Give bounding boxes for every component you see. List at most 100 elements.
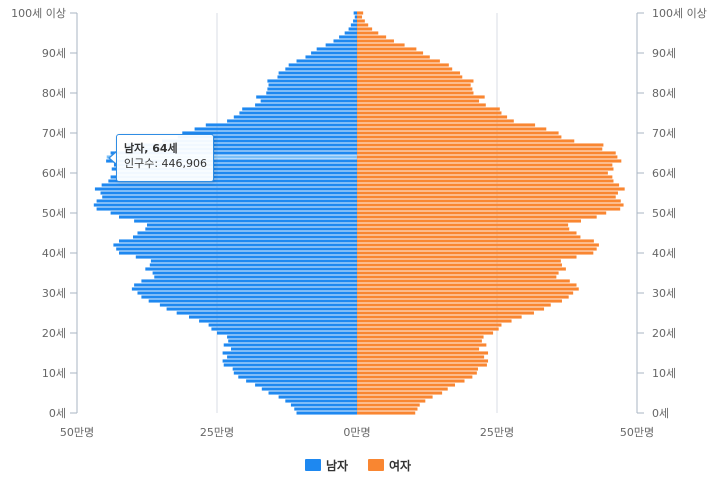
bar-female-age-8[interactable] (357, 379, 465, 383)
bar-male-age-92[interactable] (325, 43, 357, 47)
bar-female-age-97[interactable] (357, 23, 369, 27)
bar-male-age-55[interactable] (100, 191, 358, 195)
bar-female-age-72[interactable] (357, 123, 536, 127)
bar-male-age-38[interactable] (150, 259, 357, 263)
bar-male-age-59[interactable] (110, 175, 357, 179)
bar-male-age-26[interactable] (166, 307, 357, 311)
bar-male-age-75[interactable] (239, 111, 357, 115)
bar-male-age-10[interactable] (233, 371, 357, 375)
bar-male-age-66[interactable] (126, 147, 357, 151)
bar-female-age-73[interactable] (357, 119, 514, 123)
bar-male-age-96[interactable] (348, 27, 357, 31)
bar-female-age-36[interactable] (357, 267, 566, 271)
bar-female-age-63[interactable] (357, 159, 622, 163)
bar-female-age-22[interactable] (357, 323, 502, 327)
bar-male-age-42[interactable] (113, 243, 358, 247)
bar-female-age-33[interactable] (357, 279, 570, 283)
bar-male-age-48[interactable] (134, 219, 357, 223)
bar-female-age-6[interactable] (357, 387, 448, 391)
bar-male-age-65[interactable] (110, 151, 357, 155)
bar-female-age-85[interactable] (357, 71, 461, 75)
bar-male-age-35[interactable] (152, 271, 357, 275)
bar-female-age-38[interactable] (357, 259, 561, 263)
bar-male-age-88[interactable] (296, 59, 357, 63)
bar-female-age-94[interactable] (357, 35, 387, 39)
bar-male-age-16[interactable] (231, 347, 357, 351)
bar-male-age-20[interactable] (217, 331, 357, 335)
bar-male-age-52[interactable] (93, 203, 358, 207)
bar-male-age-39[interactable] (135, 255, 357, 259)
bar-male-age-85[interactable] (278, 71, 357, 75)
bar-female-age-35[interactable] (357, 271, 559, 275)
bar-female-age-86[interactable] (357, 67, 453, 71)
bar-female-age-15[interactable] (357, 351, 489, 355)
bar-male-age-0[interactable] (296, 411, 357, 415)
bar-female-age-14[interactable] (357, 355, 485, 359)
bar-female-age-92[interactable] (357, 43, 405, 47)
bar-female-age-48[interactable] (357, 219, 581, 223)
bar-male-age-50[interactable] (110, 211, 357, 215)
bar-male-age-61[interactable] (111, 167, 357, 171)
bar-female-age-50[interactable] (357, 211, 607, 215)
bar-male-age-67[interactable] (127, 143, 358, 147)
bar-male-age-30[interactable] (137, 291, 357, 295)
bar-female-age-65[interactable] (357, 151, 616, 155)
bar-female-age-24[interactable] (357, 315, 522, 319)
bar-female-age-55[interactable] (357, 191, 618, 195)
bar-male-age-21[interactable] (211, 327, 357, 331)
bar-female-age-19[interactable] (357, 335, 484, 339)
bar-male-age-51[interactable] (96, 207, 357, 211)
bar-female-age-13[interactable] (357, 359, 489, 363)
bar-male-age-46[interactable] (145, 227, 357, 231)
bar-female-age-59[interactable] (357, 175, 613, 179)
bar-male-age-32[interactable] (134, 283, 357, 287)
bar-female-age-81[interactable] (357, 87, 473, 91)
bar-female-age-43[interactable] (357, 239, 594, 243)
bar-male-age-41[interactable] (116, 247, 357, 251)
bar-male-age-63[interactable] (106, 159, 358, 163)
bar-male-age-56[interactable] (94, 187, 358, 191)
bar-male-age-94[interactable] (339, 35, 357, 39)
bar-female-age-44[interactable] (357, 235, 581, 239)
bar-male-age-34[interactable] (154, 275, 357, 279)
bar-female-age-80[interactable] (357, 91, 474, 95)
bar-male-age-77[interactable] (255, 103, 357, 107)
bar-female-age-34[interactable] (357, 275, 557, 279)
bar-female-age-4[interactable] (357, 395, 433, 399)
bar-female-age-7[interactable] (357, 383, 455, 387)
bar-male-age-36[interactable] (145, 267, 357, 271)
bar-female-age-11[interactable] (357, 367, 478, 371)
bar-female-age-3[interactable] (357, 399, 426, 403)
bar-female-age-83[interactable] (357, 79, 474, 83)
bar-male-age-3[interactable] (285, 399, 357, 403)
bar-female-age-95[interactable] (357, 31, 379, 35)
bar-male-age-23[interactable] (199, 319, 357, 323)
bar-male-age-22[interactable] (208, 323, 357, 327)
bar-female-age-66[interactable] (357, 147, 603, 151)
bar-female-age-89[interactable] (357, 55, 430, 59)
bar-female-age-90[interactable] (357, 51, 424, 55)
bar-female-age-16[interactable] (357, 347, 480, 351)
bar-male-age-89[interactable] (305, 55, 357, 59)
bar-male-age-7[interactable] (255, 383, 357, 387)
bar-female-age-20[interactable] (357, 331, 494, 335)
bar-female-age-53[interactable] (357, 199, 621, 203)
bar-female-age-88[interactable] (357, 59, 440, 63)
bar-male-age-76[interactable] (242, 107, 357, 111)
bar-female-age-74[interactable] (357, 115, 508, 119)
bar-female-age-49[interactable] (357, 215, 597, 219)
bar-male-age-72[interactable] (205, 123, 357, 127)
bar-male-age-14[interactable] (227, 355, 357, 359)
bar-male-age-45[interactable] (137, 231, 357, 235)
bar-male-age-74[interactable] (233, 115, 357, 119)
bar-male-age-24[interactable] (189, 315, 357, 319)
bar-female-age-37[interactable] (357, 263, 562, 267)
bar-male-age-91[interactable] (316, 47, 357, 51)
bar-male-age-71[interactable] (194, 127, 357, 131)
bar-female-age-77[interactable] (357, 103, 486, 107)
bar-male-age-100+[interactable] (353, 11, 357, 15)
bar-female-age-84[interactable] (357, 75, 463, 79)
bar-female-age-40[interactable] (357, 251, 594, 255)
bar-male-age-78[interactable] (260, 99, 357, 103)
bar-female-age-25[interactable] (357, 311, 534, 315)
